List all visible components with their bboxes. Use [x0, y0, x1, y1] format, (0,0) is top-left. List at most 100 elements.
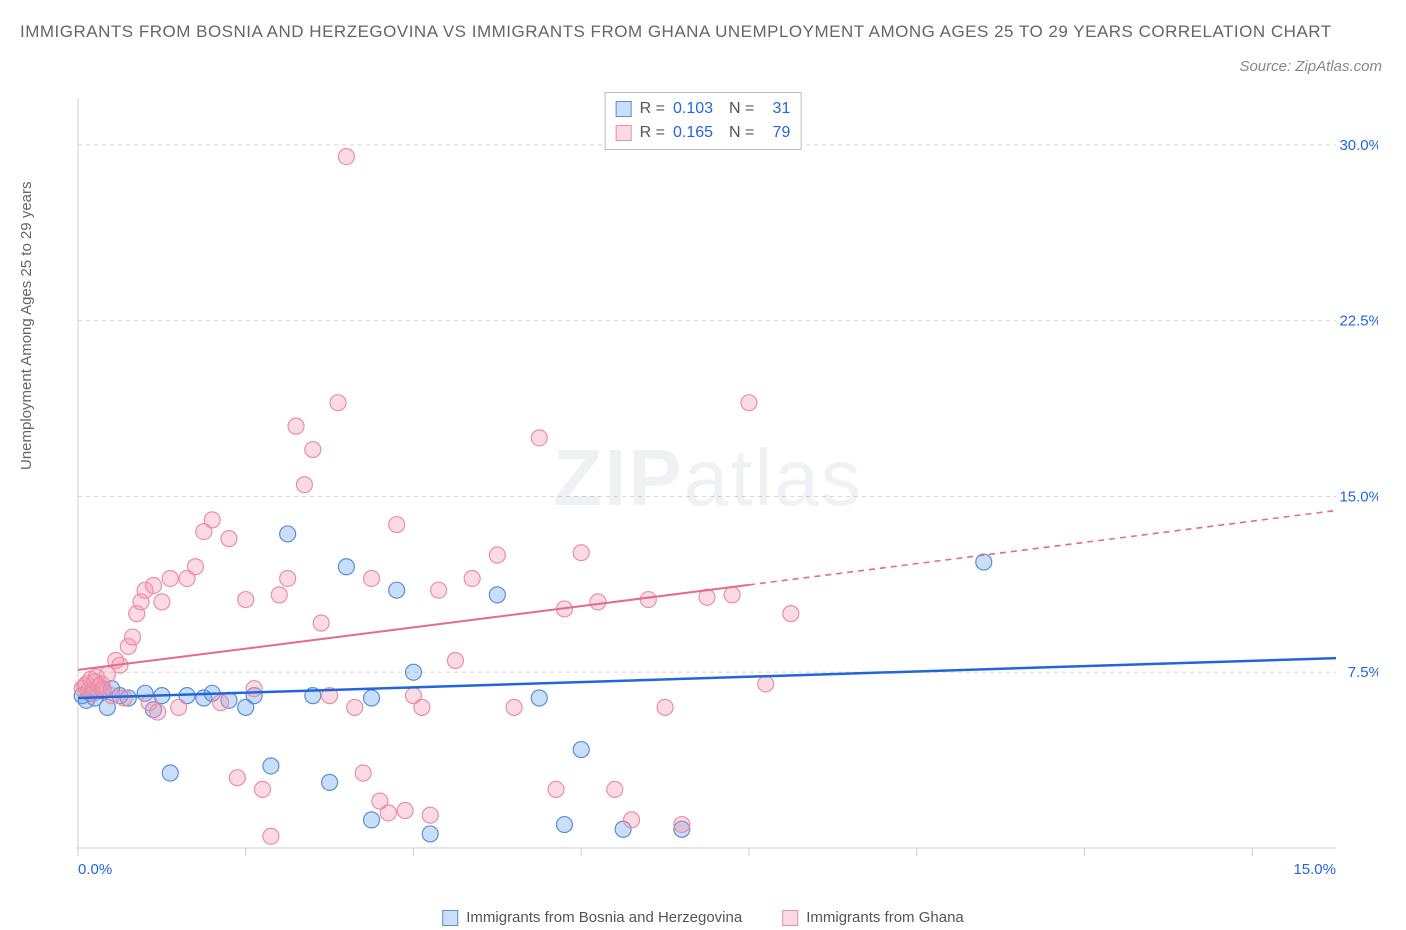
data-point [556, 817, 572, 833]
data-point [162, 765, 178, 781]
data-point [263, 758, 279, 774]
data-point [305, 442, 321, 458]
data-point [783, 606, 799, 622]
title-area: IMMIGRANTS FROM BOSNIA AND HERZEGOVINA V… [0, 0, 1406, 55]
data-point [489, 547, 505, 563]
legend-label: Immigrants from Ghana [806, 909, 964, 926]
data-point [573, 742, 589, 758]
data-point [464, 570, 480, 586]
data-point [154, 594, 170, 610]
data-point [405, 664, 421, 680]
data-point [162, 570, 178, 586]
data-point [657, 699, 673, 715]
x-tick-label: 0.0% [78, 861, 112, 878]
data-point [380, 805, 396, 821]
data-point [573, 545, 589, 561]
y-tick-label: 22.5% [1339, 313, 1378, 330]
legend-item: Immigrants from Ghana [782, 909, 964, 926]
data-point [116, 690, 132, 706]
data-point [590, 594, 606, 610]
data-point [364, 690, 380, 706]
data-point [548, 781, 564, 797]
data-point [364, 570, 380, 586]
data-point [213, 695, 229, 711]
data-point [389, 582, 405, 598]
data-point [506, 699, 522, 715]
data-point [322, 774, 338, 790]
data-point [397, 803, 413, 819]
data-point [150, 704, 166, 720]
legend-label: Immigrants from Bosnia and Herzegovina [466, 909, 742, 926]
legend-swatch [782, 910, 798, 926]
data-point [145, 578, 161, 594]
data-point [414, 699, 430, 715]
stats-row: R = 0.165 N = 79 [616, 121, 791, 145]
y-tick-label: 15.0% [1339, 488, 1378, 505]
data-point [255, 781, 271, 797]
trend-line [78, 585, 749, 670]
data-point [531, 690, 547, 706]
data-point [724, 587, 740, 603]
n-value: 79 [762, 121, 790, 145]
r-label: R = [640, 97, 665, 121]
n-label: N = [729, 121, 754, 145]
data-point [741, 395, 757, 411]
data-point [238, 592, 254, 608]
data-point [364, 812, 380, 828]
legend-swatch [616, 125, 632, 141]
data-point [296, 477, 312, 493]
data-point [674, 817, 690, 833]
data-point [431, 582, 447, 598]
data-point [280, 526, 296, 542]
stats-row: R = 0.103 N = 31 [616, 97, 791, 121]
x-tick-label: 15.0% [1293, 861, 1336, 878]
data-point [338, 559, 354, 575]
legend-swatch [616, 101, 632, 117]
y-tick-label: 7.5% [1348, 664, 1378, 681]
scatter-chart: 7.5% 15.0% 22.5% 30.0% 0.0% 15.0% [38, 92, 1378, 882]
data-point [330, 395, 346, 411]
data-point [624, 812, 640, 828]
chart-area: 7.5%15.0%22.5%30.0%0.0%15.0% ZIPatlas [38, 92, 1378, 882]
chart-title: IMMIGRANTS FROM BOSNIA AND HERZEGOVINA V… [20, 18, 1386, 47]
data-point [640, 592, 656, 608]
r-value: 0.103 [673, 97, 721, 121]
data-point [271, 587, 287, 603]
data-point [187, 559, 203, 575]
data-point [204, 512, 220, 528]
legend-swatch [442, 910, 458, 926]
n-label: N = [729, 97, 754, 121]
data-point [263, 828, 279, 844]
data-point [422, 807, 438, 823]
data-point [489, 587, 505, 603]
data-point [221, 531, 237, 547]
data-point [229, 770, 245, 786]
data-point [355, 765, 371, 781]
legend-item: Immigrants from Bosnia and Herzegovina [442, 909, 742, 926]
data-point [338, 149, 354, 165]
data-point [246, 681, 262, 697]
data-point [422, 826, 438, 842]
data-point [313, 615, 329, 631]
source-label: Source: ZipAtlas.com [1239, 58, 1382, 75]
data-point [447, 653, 463, 669]
data-point [607, 781, 623, 797]
data-point [280, 570, 296, 586]
y-axis-label: Unemployment Among Ages 25 to 29 years [18, 181, 35, 470]
data-point [288, 418, 304, 434]
trend-line [78, 658, 1336, 698]
data-point [389, 517, 405, 533]
bottom-legend: Immigrants from Bosnia and Herzegovina Im… [442, 909, 964, 926]
stats-legend-box: R = 0.103 N = 31 R = 0.165 N = 79 [605, 92, 802, 150]
y-tick-label: 30.0% [1339, 137, 1378, 154]
data-point [758, 676, 774, 692]
data-point [171, 699, 187, 715]
n-value: 31 [762, 97, 790, 121]
r-value: 0.165 [673, 121, 721, 145]
data-point [347, 699, 363, 715]
data-point [976, 554, 992, 570]
data-point [531, 430, 547, 446]
r-label: R = [640, 121, 665, 145]
data-point [125, 629, 141, 645]
trend-line-dashed [749, 511, 1336, 585]
